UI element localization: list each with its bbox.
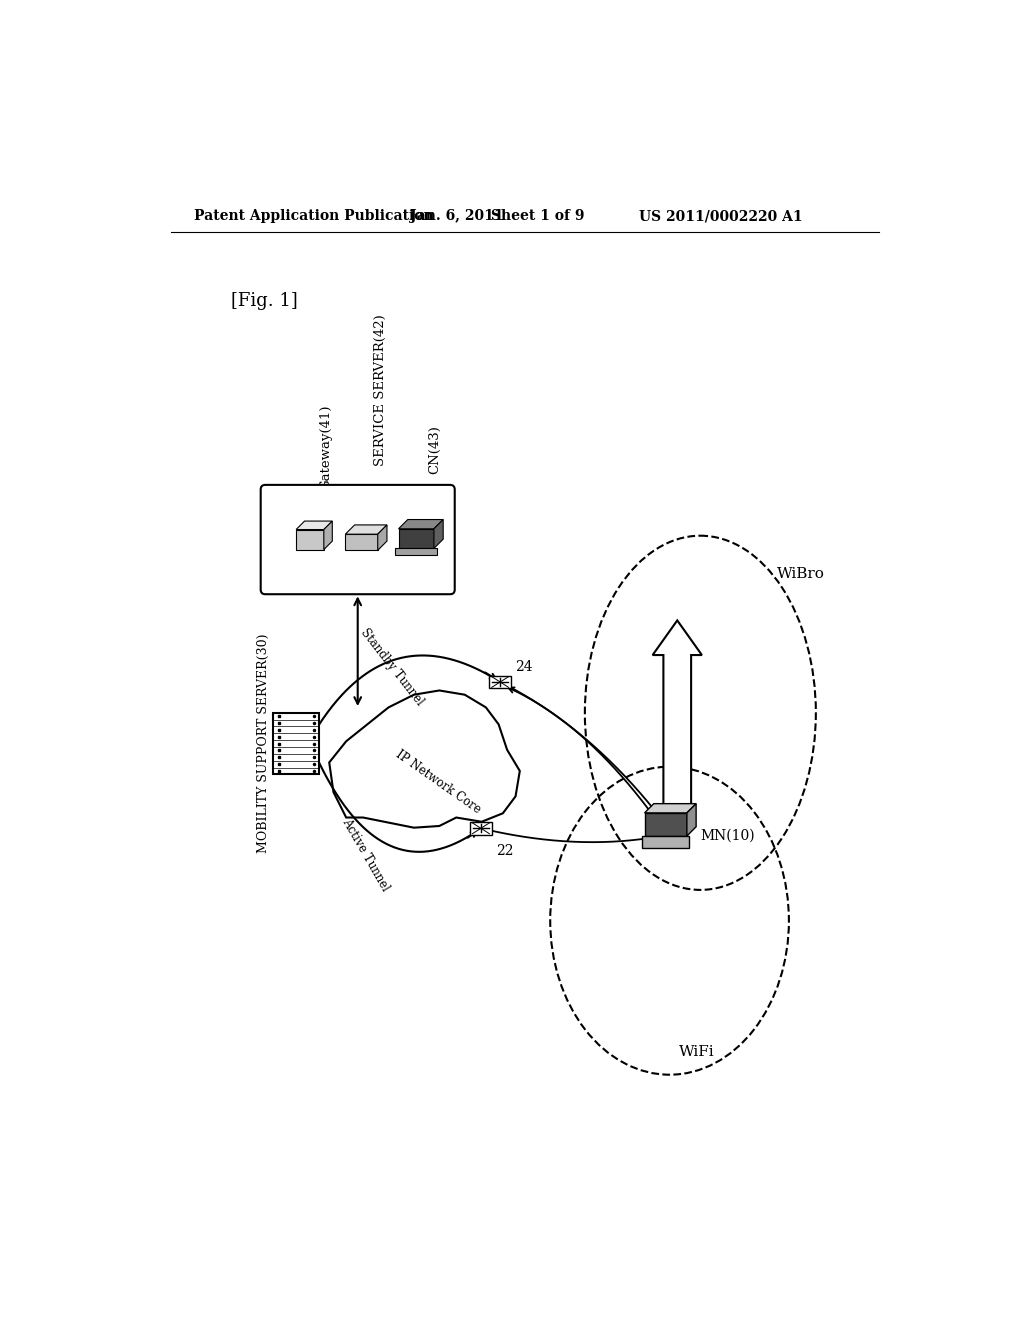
FancyBboxPatch shape <box>470 822 492 834</box>
FancyBboxPatch shape <box>489 676 511 689</box>
Text: MOBILITY SUPPORT SERVER(30): MOBILITY SUPPORT SERVER(30) <box>257 634 270 853</box>
Text: WiFi: WiFi <box>679 1044 715 1059</box>
Polygon shape <box>296 521 333 529</box>
Polygon shape <box>378 525 387 550</box>
Text: [Fig. 1]: [Fig. 1] <box>230 292 297 310</box>
Polygon shape <box>652 620 701 805</box>
Text: Standby Tunnel: Standby Tunnel <box>358 626 426 708</box>
Polygon shape <box>324 521 333 549</box>
Polygon shape <box>398 529 434 548</box>
Text: Patent Application Publication: Patent Application Publication <box>194 209 433 223</box>
Text: WiBro: WiBro <box>776 568 824 581</box>
Polygon shape <box>642 836 689 847</box>
Text: Active Tunnel: Active Tunnel <box>339 817 391 894</box>
Polygon shape <box>345 525 387 535</box>
Text: 40: 40 <box>260 494 280 508</box>
Text: Sheet 1 of 9: Sheet 1 of 9 <box>490 209 585 223</box>
Text: 24: 24 <box>515 660 534 673</box>
Polygon shape <box>644 804 696 813</box>
Text: MN(10): MN(10) <box>700 829 755 843</box>
Polygon shape <box>345 535 378 550</box>
Polygon shape <box>434 520 443 548</box>
Polygon shape <box>330 690 520 828</box>
FancyBboxPatch shape <box>261 484 455 594</box>
Text: Gateway(41): Gateway(41) <box>318 404 332 490</box>
Text: US 2011/0002220 A1: US 2011/0002220 A1 <box>639 209 803 223</box>
Polygon shape <box>395 548 437 554</box>
Text: IP Network Core: IP Network Core <box>393 748 483 816</box>
Text: CN(43): CN(43) <box>428 425 441 474</box>
Polygon shape <box>644 813 687 836</box>
Polygon shape <box>398 520 443 529</box>
Polygon shape <box>687 804 696 836</box>
FancyBboxPatch shape <box>273 713 319 775</box>
Text: SERVICE SERVER(42): SERVICE SERVER(42) <box>375 314 387 466</box>
Text: Jan. 6, 2011: Jan. 6, 2011 <box>410 209 504 223</box>
Polygon shape <box>296 529 324 549</box>
Text: 22: 22 <box>497 845 514 858</box>
